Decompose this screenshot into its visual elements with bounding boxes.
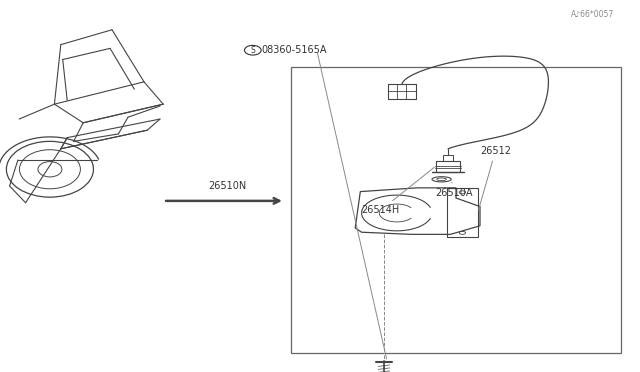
Bar — [291, 67, 621, 353]
Bar — [447, 188, 478, 237]
Text: 26510N: 26510N — [208, 181, 246, 191]
Bar — [388, 84, 416, 99]
Text: 26510A: 26510A — [435, 182, 473, 198]
Text: S: S — [250, 46, 255, 55]
Text: 26512: 26512 — [479, 146, 511, 210]
Text: A♪66*0057: A♪66*0057 — [571, 10, 614, 19]
Text: 08360-5165A: 08360-5165A — [261, 45, 326, 55]
Text: 26514H: 26514H — [362, 167, 435, 215]
Bar — [443, 155, 453, 161]
Bar — [436, 161, 460, 172]
